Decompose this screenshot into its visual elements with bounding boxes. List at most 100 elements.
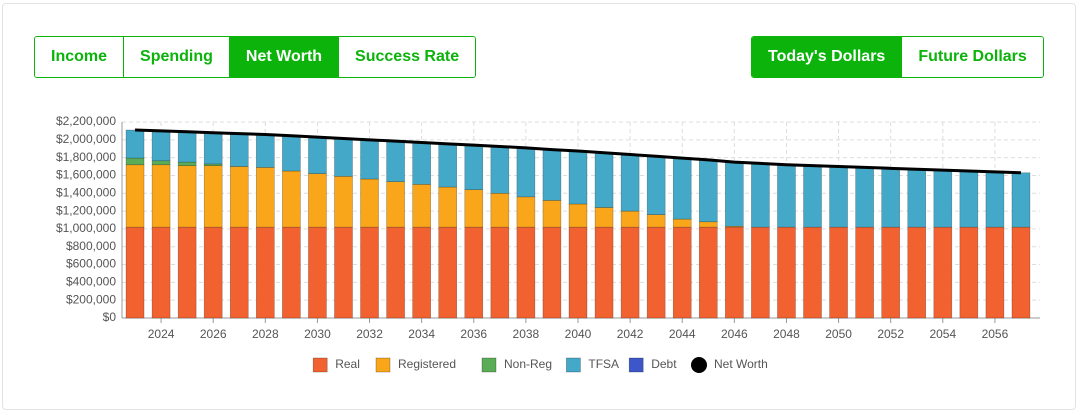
bar-segment [203,226,223,319]
bar-segment [542,226,562,319]
legend-swatch [375,357,391,373]
legend-label: Debt [651,357,677,371]
bar-segment [125,226,145,319]
bar-segment [985,226,1005,319]
bar-segment [177,226,197,319]
bar-segment [125,157,145,166]
bar-segment [516,226,536,319]
bar-segment [959,226,979,319]
bar-segment [672,157,692,220]
x-tick-label: 2032 [356,327,383,341]
bar-segment [464,144,484,191]
bar-segment [125,164,145,228]
bar-segment [1011,226,1031,319]
bar-segment [203,132,223,165]
tab-button[interactable]: Future Dollars [902,37,1043,77]
bar-segment [777,226,796,319]
bar-segment [646,214,666,228]
dollar-tabs: Today's Dollars Future Dollars [751,36,1044,78]
bar-segment [672,226,692,319]
bar-segment [334,138,353,177]
bar-segment [308,136,327,174]
bar-segment [803,165,822,228]
bar-segment [334,226,353,319]
bar-segment [490,226,510,319]
bar-segment [881,168,900,228]
bar-segment [542,200,562,228]
bar-segment [308,226,327,319]
bar-segment [568,226,588,319]
x-tick-label: 2042 [617,327,644,341]
bar-segment [360,178,379,228]
bar-segment [725,226,744,319]
tab-button[interactable]: Spending [124,37,230,77]
legend-label: Net Worth [714,357,768,371]
x-tick-label: 2030 [304,327,331,341]
x-tick-label: 2036 [460,327,487,341]
bar-segment [620,210,640,228]
bar-segment [933,169,953,228]
net-worth-line [134,128,1022,175]
tab-button[interactable]: Today's Dollars [752,37,903,77]
legend-label: Real [335,357,360,371]
x-tick-label: 2038 [513,327,540,341]
bar-segment [282,135,301,172]
bar-segment [412,142,431,185]
y-tick-label: $1,200,000 [56,203,116,217]
bar-segment [516,196,536,228]
bar-segment [698,159,718,223]
bar-segment [412,226,431,319]
bar-segment [229,226,249,319]
legend-swatch [566,357,581,373]
x-tick-label: 2056 [982,327,1009,341]
bar-segment [725,161,744,227]
bar-segment [516,147,536,198]
tab-button[interactable]: Net Worth [229,37,340,77]
bar-segment [151,130,171,162]
bar-segment [855,167,874,228]
bar-segment [438,143,458,188]
x-tick-label: 2044 [669,327,696,341]
bar-segment [751,226,770,319]
legend-swatch [481,357,497,373]
legend-label: Registered [398,357,456,371]
bar-segment [464,226,484,319]
x-tick-label: 2048 [773,327,800,341]
bar-segment [933,226,953,319]
bar-segment [334,176,353,228]
legend-label: Non-Reg [504,357,552,371]
bar-segment [177,131,197,163]
bar-segment [360,226,379,319]
bar-segment [568,203,588,228]
bar-segment [646,156,666,215]
bar-segment [881,226,900,319]
bar-segment [308,173,327,228]
bar-segment [177,165,197,228]
y-tick-label: $800,000 [66,239,116,253]
bar-segment [412,184,431,228]
bar-segment [360,139,379,180]
bar-segment [646,226,666,319]
bar-segment [282,226,301,319]
tab-button[interactable]: Income [35,37,125,77]
bar-segment [1011,172,1031,228]
bar-segment [620,226,640,319]
bar-segment [542,149,562,201]
bar-segment [829,226,848,319]
bar-segment [256,167,275,228]
x-tick-label: 2054 [929,327,956,341]
bar-segment [229,133,249,167]
x-tick-label: 2046 [721,327,748,341]
bar-segment [386,181,405,228]
bar-segment [386,226,405,319]
bar-segment [803,226,822,319]
y-tick-label: $1,400,000 [56,185,116,199]
bar-segment [751,163,770,228]
bar-segment [620,154,640,212]
bar-segment [125,129,145,159]
view-tabs: Income Spending Net Worth Success Rate [34,36,477,78]
bar-segment [568,150,588,205]
bar-segment [203,165,223,228]
tab-button[interactable]: Success Rate [339,37,476,77]
